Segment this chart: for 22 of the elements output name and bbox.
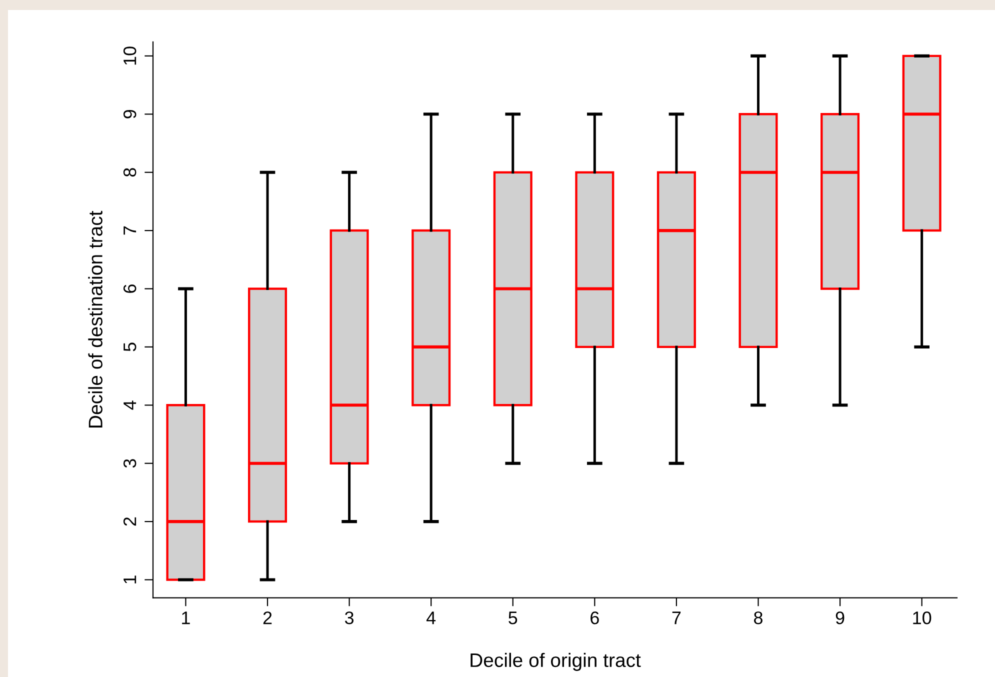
- y-tick-label: 9: [123, 110, 136, 118]
- x-tick-label: 3: [344, 611, 354, 624]
- x-axis-title: Decile of origin tract: [470, 652, 641, 671]
- x-tick-label: 8: [754, 611, 762, 624]
- y-tick-label: 10: [123, 46, 136, 65]
- x-tick-label: 1: [182, 612, 190, 624]
- y-tick-label: 1: [124, 576, 136, 584]
- x-tick-label: 4: [426, 612, 436, 624]
- y-tick-label: 5: [124, 342, 136, 352]
- x-tick-label: 5: [508, 612, 518, 624]
- y-tick-label: 3: [123, 459, 136, 468]
- x-tick-label: 10: [913, 611, 932, 624]
- y-tick-label: 7: [124, 226, 136, 235]
- y-tick-label: 8: [123, 168, 136, 177]
- y-tick-label: 6: [123, 284, 136, 293]
- x-tick-label: 7: [672, 612, 681, 624]
- x-tick-label: 6: [590, 611, 599, 624]
- y-axis-title: Decile of destination tract: [88, 210, 102, 428]
- y-tick-label: 4: [124, 400, 136, 410]
- x-tick-label: 2: [263, 611, 272, 624]
- x-tick-label: 9: [836, 611, 844, 624]
- y-tick-label: 2: [123, 517, 136, 526]
